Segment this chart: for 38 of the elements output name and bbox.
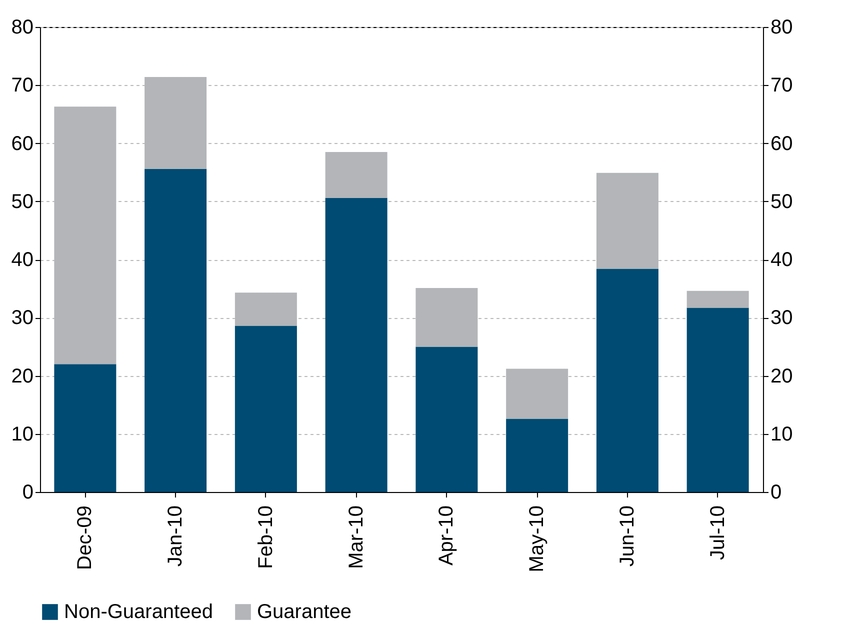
y2-tick-label: 30 [770, 307, 793, 330]
bar [596, 268, 658, 492]
bar [325, 152, 388, 198]
x-tick-label: Jul-10 [706, 506, 729, 560]
bar [686, 308, 749, 492]
bar [54, 364, 116, 492]
bar [144, 168, 207, 492]
x-tick-label: Feb-10 [254, 506, 277, 569]
y-tick-label: 0 [22, 482, 34, 504]
y-tick-label: 70 [11, 74, 34, 97]
y-tick-label: 60 [11, 132, 34, 155]
x-tick-label: May-10 [526, 506, 548, 572]
y2-tick-label: 60 [770, 132, 793, 155]
x-tick-label: Dec-09 [74, 506, 96, 570]
y2-tick-label: 0 [770, 482, 782, 504]
y-tick-label: 50 [11, 190, 34, 213]
y2-tick-label: 40 [770, 249, 793, 271]
bar [416, 346, 478, 492]
y-tick-label: 40 [11, 249, 34, 271]
legend-label: Non-Guaranteed [64, 601, 213, 623]
y-tick-label: 30 [11, 307, 34, 330]
y-tick-label: 20 [11, 365, 34, 388]
y-tick-label: 80 [11, 16, 34, 38]
y2-tick-label: 20 [770, 365, 793, 388]
bar [506, 418, 568, 492]
x-tick-label: Mar-10 [345, 506, 368, 569]
x-tick-label: Apr-10 [436, 506, 458, 566]
legend-label: Guarantee [257, 601, 352, 623]
y2-tick-label: 70 [770, 74, 793, 97]
x-tick-label: Jan-10 [164, 506, 187, 567]
bar [686, 290, 749, 308]
y-tick-label: 10 [11, 423, 34, 446]
y2-tick-label: 50 [770, 190, 793, 213]
bar [234, 326, 297, 492]
x-tick-label: Jun-10 [616, 506, 638, 567]
y2-tick-label: 10 [770, 423, 793, 446]
bar [325, 198, 388, 492]
y2-tick-label: 80 [770, 16, 793, 38]
